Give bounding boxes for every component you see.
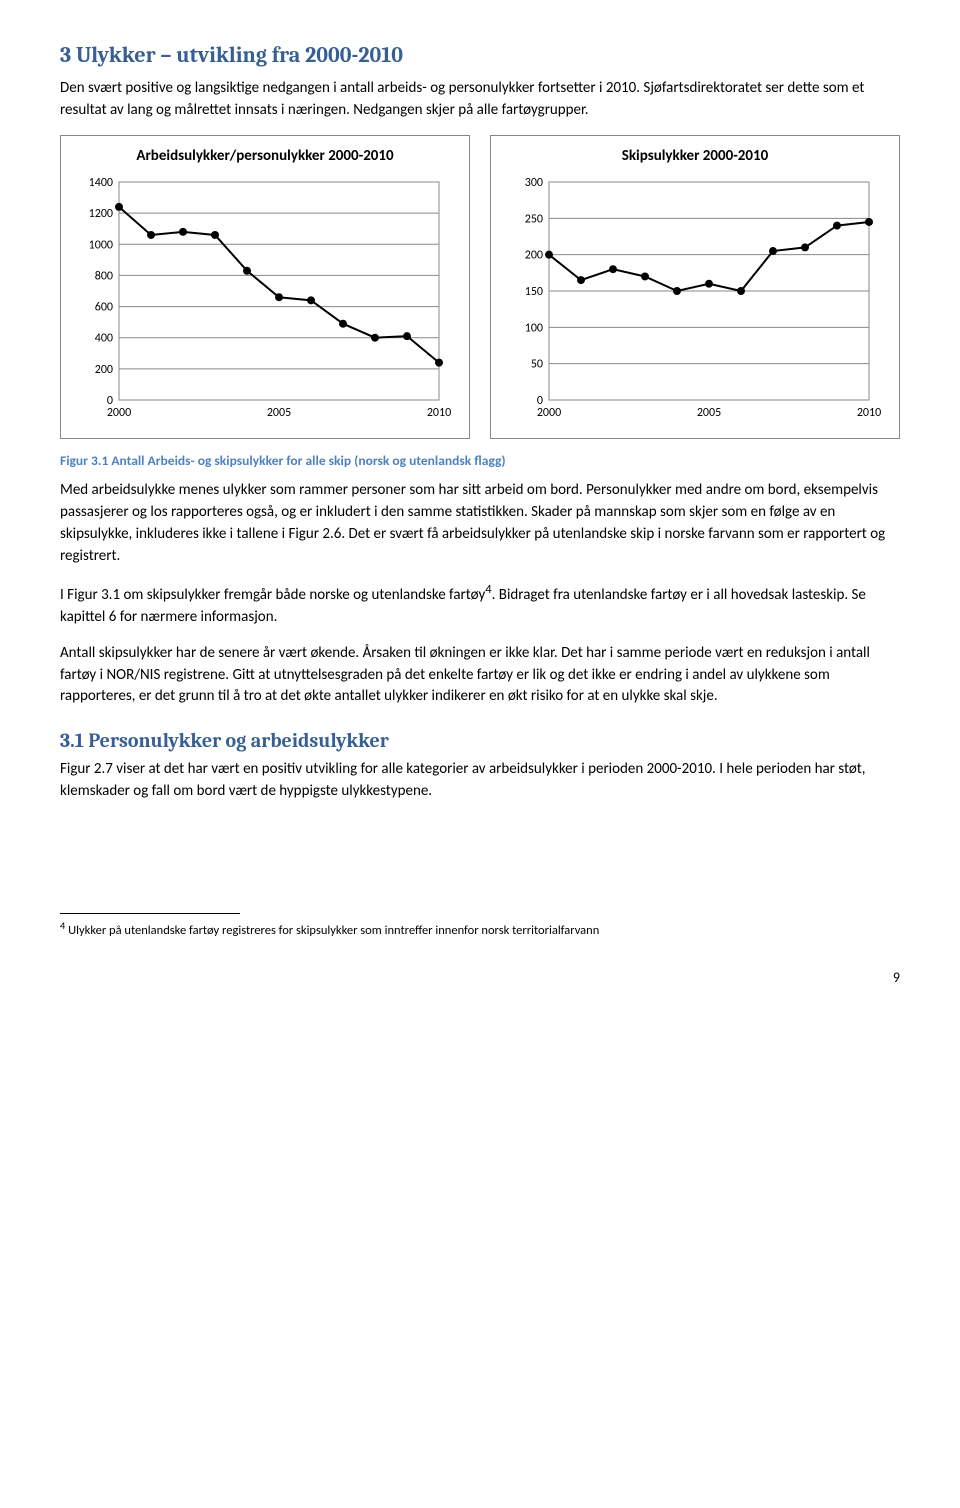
chart-left-box: Arbeidsulykker/personulykker 2000-2010 0…	[60, 135, 470, 439]
footnote-text: Ulykker på utenlandske fartøy registrere…	[65, 923, 599, 938]
footnote-separator	[60, 913, 240, 914]
svg-text:600: 600	[95, 301, 113, 315]
svg-text:400: 400	[95, 332, 113, 346]
svg-text:2000: 2000	[107, 406, 131, 420]
svg-text:100: 100	[525, 321, 543, 335]
svg-text:1000: 1000	[89, 238, 113, 252]
chart-left-title: Arbeidsulykker/personulykker 2000-2010	[71, 146, 459, 168]
paragraph-4: Figur 2.7 viser at det har vært en posit…	[60, 759, 900, 803]
section-heading: 3 Ulykker – utvikling fra 2000-2010	[60, 40, 900, 72]
charts-row: Arbeidsulykker/personulykker 2000-2010 0…	[60, 135, 900, 439]
svg-text:150: 150	[525, 285, 543, 299]
svg-text:50: 50	[531, 358, 543, 372]
svg-text:300: 300	[525, 176, 543, 190]
paragraph-3: Antall skipsulykker har de senere år vær…	[60, 643, 900, 708]
chart-right-title: Skipsulykker 2000-2010	[501, 146, 889, 168]
paragraph-1: Med arbeidsulykke menes ulykker som ramm…	[60, 480, 900, 567]
figure-caption: Figur 3.1 Antall Arbeids- og skipsulykke…	[60, 451, 900, 471]
footnote: 4 Ulykker på utenlandske fartøy registre…	[60, 918, 900, 940]
svg-text:1400: 1400	[89, 176, 113, 190]
chart-right-box: Skipsulykker 2000-2010 05010015020025030…	[490, 135, 900, 439]
svg-text:2000: 2000	[537, 406, 561, 420]
para2-pre: I Figur 3.1 om skipsulykker fremgår både…	[60, 586, 485, 604]
svg-text:250: 250	[525, 212, 543, 226]
svg-text:2005: 2005	[697, 406, 721, 420]
chart-right-svg: 050100150200250300200020052010	[501, 174, 881, 424]
chart-left-svg: 0200400600800100012001400200020052010	[71, 174, 451, 424]
svg-text:2010: 2010	[427, 406, 451, 420]
svg-text:1200: 1200	[89, 207, 113, 221]
svg-text:200: 200	[95, 363, 113, 377]
paragraph-2: I Figur 3.1 om skipsulykker fremgår både…	[60, 581, 900, 629]
intro-paragraph: Den svært positive og langsiktige nedgan…	[60, 78, 900, 122]
svg-text:2010: 2010	[857, 406, 881, 420]
page-number: 9	[60, 968, 900, 988]
subsection-heading: 3.1 Personulykker og arbeidsulykker	[60, 726, 900, 755]
svg-text:200: 200	[525, 249, 543, 263]
svg-text:2005: 2005	[267, 406, 291, 420]
svg-text:800: 800	[95, 270, 113, 284]
